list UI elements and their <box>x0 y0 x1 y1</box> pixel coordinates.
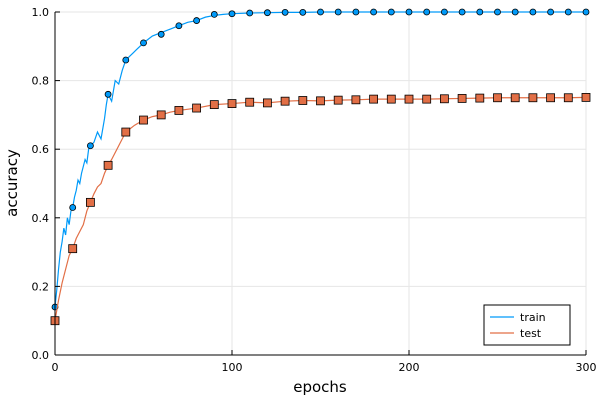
x-tick-label: 200 <box>399 361 420 374</box>
y-tick-label: 0.6 <box>32 143 50 156</box>
data-point-test <box>404 94 414 104</box>
data-point-train <box>87 142 94 150</box>
legend-box <box>483 304 571 346</box>
y-tick-label: 0.8 <box>32 75 50 88</box>
data-point-train <box>582 8 590 16</box>
x-tick-label: 0 <box>52 361 59 374</box>
data-point-test <box>192 103 202 113</box>
data-point-train <box>281 8 289 16</box>
data-point-train <box>69 204 77 211</box>
data-point-train <box>511 8 519 16</box>
data-point-test <box>563 93 573 103</box>
data-point-test <box>351 95 361 105</box>
x-tick-label: 300 <box>576 361 597 374</box>
data-point-test <box>245 97 255 107</box>
data-point-train <box>405 8 413 16</box>
data-point-train <box>476 8 484 16</box>
data-point-train <box>140 39 147 47</box>
data-point-test <box>227 99 237 108</box>
data-point-train <box>175 22 183 30</box>
data-point-test <box>528 93 538 103</box>
data-point-train <box>564 8 572 16</box>
data-point-train <box>423 8 431 16</box>
data-point-test <box>386 94 396 104</box>
data-point-test <box>457 94 467 103</box>
y-tick-label: 1.0 <box>32 6 50 19</box>
legend-label-train: train <box>520 311 546 324</box>
y-tick-label: 0.4 <box>32 212 50 225</box>
grid <box>54 11 587 356</box>
series-test <box>50 93 591 326</box>
data-point-train <box>387 8 395 16</box>
data-point-test <box>333 95 343 105</box>
series-layer <box>50 8 591 326</box>
data-point-train <box>440 8 448 16</box>
data-point-train <box>458 8 466 16</box>
data-point-train <box>210 11 218 18</box>
data-point-test <box>510 93 520 103</box>
data-point-train <box>352 8 360 16</box>
data-point-train <box>317 8 324 16</box>
data-point-train <box>193 17 201 24</box>
data-point-test <box>209 100 219 110</box>
data-point-test <box>68 244 78 254</box>
data-point-train <box>246 9 254 17</box>
data-point-test <box>103 160 113 170</box>
x-axis-label: epochs <box>293 378 347 396</box>
data-point-test <box>546 93 555 103</box>
data-point-train <box>157 30 165 38</box>
data-point-train <box>104 90 112 98</box>
data-point-test <box>298 96 308 105</box>
data-point-train <box>529 8 537 16</box>
data-point-train <box>334 8 342 16</box>
data-point-test <box>439 94 449 104</box>
data-point-test <box>139 115 148 125</box>
y-tick-label: 0.2 <box>32 280 50 293</box>
series-line-train <box>54 11 586 308</box>
series-line-test <box>54 96 587 321</box>
data-point-train <box>228 10 236 18</box>
data-point-test <box>156 110 166 120</box>
data-point-test <box>280 96 290 106</box>
data-point-test <box>316 96 325 106</box>
series-train <box>51 8 590 311</box>
data-point-train <box>122 56 130 64</box>
y-axis-label: accuracy <box>3 149 21 217</box>
data-point-test <box>369 94 379 104</box>
y-tick-label: 0.0 <box>32 349 50 362</box>
data-point-test <box>475 93 485 103</box>
data-point-train <box>299 8 307 16</box>
data-point-test <box>174 106 184 115</box>
legend-label-test: test <box>520 327 542 340</box>
data-point-test <box>493 93 502 103</box>
data-point-test <box>422 94 432 104</box>
data-point-test <box>262 98 272 108</box>
axes: 0 100 200 300 0.0 0.2 0.4 0.6 0.8 1.0 <box>32 6 597 374</box>
legend: train test <box>483 304 571 346</box>
data-point-test <box>121 127 131 137</box>
data-point-test <box>86 197 95 207</box>
data-point-train <box>370 8 378 16</box>
x-tick-label: 100 <box>222 361 243 374</box>
data-point-train <box>263 9 271 17</box>
data-point-train <box>494 8 501 16</box>
data-point-test <box>581 93 591 102</box>
data-point-train <box>547 8 554 16</box>
